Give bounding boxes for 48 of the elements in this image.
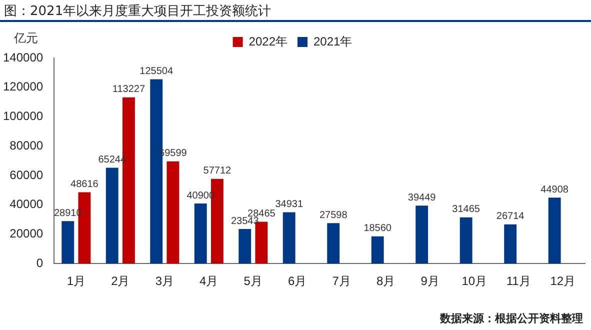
x-tick-label: 3月 [155, 274, 174, 288]
data-label: 57712 [203, 166, 232, 177]
y-tick-label: 120000 [2, 80, 44, 94]
x-tick-label: 5月 [244, 274, 262, 288]
bar [460, 217, 472, 264]
x-tick-label: 10月 [462, 274, 488, 288]
y-tick-label: 100000 [2, 109, 44, 124]
x-tick-label: 7月 [332, 274, 351, 288]
chart-title: 图：2021年以来月度重大项目开工投资额统计 [4, 3, 272, 20]
y-tick-label: 20000 [10, 226, 44, 241]
bar [62, 221, 74, 264]
data-label: 18560 [364, 223, 392, 234]
legend-label: 2021年 [314, 34, 352, 48]
x-tick-label: 1月 [66, 274, 86, 288]
y-tick-label: 80000 [10, 138, 44, 152]
data-label: 48616 [70, 178, 99, 190]
data-label: 31465 [452, 204, 480, 216]
bar [282, 212, 296, 264]
x-tick-label: 8月 [376, 274, 396, 288]
bar [166, 161, 180, 264]
x-tick-label: 9月 [420, 274, 440, 288]
bar [327, 223, 340, 264]
legend-label: 2022年 [248, 34, 288, 48]
x-tick-label: 6月 [288, 274, 307, 288]
bar [238, 229, 252, 264]
bar [548, 198, 561, 264]
y-tick-label: 0 [36, 256, 44, 270]
data-label: 44908 [540, 184, 569, 196]
data-label: 34931 [275, 199, 304, 210]
source-note: 数据来源：根据公开资料整理 [440, 311, 583, 326]
bar [194, 204, 207, 264]
bar [416, 206, 428, 264]
data-label: 27598 [319, 210, 348, 221]
y-tick-label: 40000 [10, 197, 44, 212]
data-label: 113227 [112, 84, 146, 96]
data-label: 39449 [408, 192, 436, 204]
x-tick-label: 2月 [111, 274, 130, 288]
x-tick-label: 12月 [550, 274, 576, 288]
y-axis-title: 亿元 [14, 30, 38, 47]
x-tick-label: 11月 [506, 274, 531, 288]
bar [106, 168, 118, 264]
data-label: 125504 [140, 66, 174, 78]
data-label: 26714 [496, 211, 525, 222]
bar [371, 236, 384, 264]
y-tick-label: 60000 [10, 168, 44, 182]
bar [504, 224, 517, 264]
y-tick-label: 140000 [2, 50, 44, 64]
x-tick-label: 4月 [200, 274, 218, 288]
